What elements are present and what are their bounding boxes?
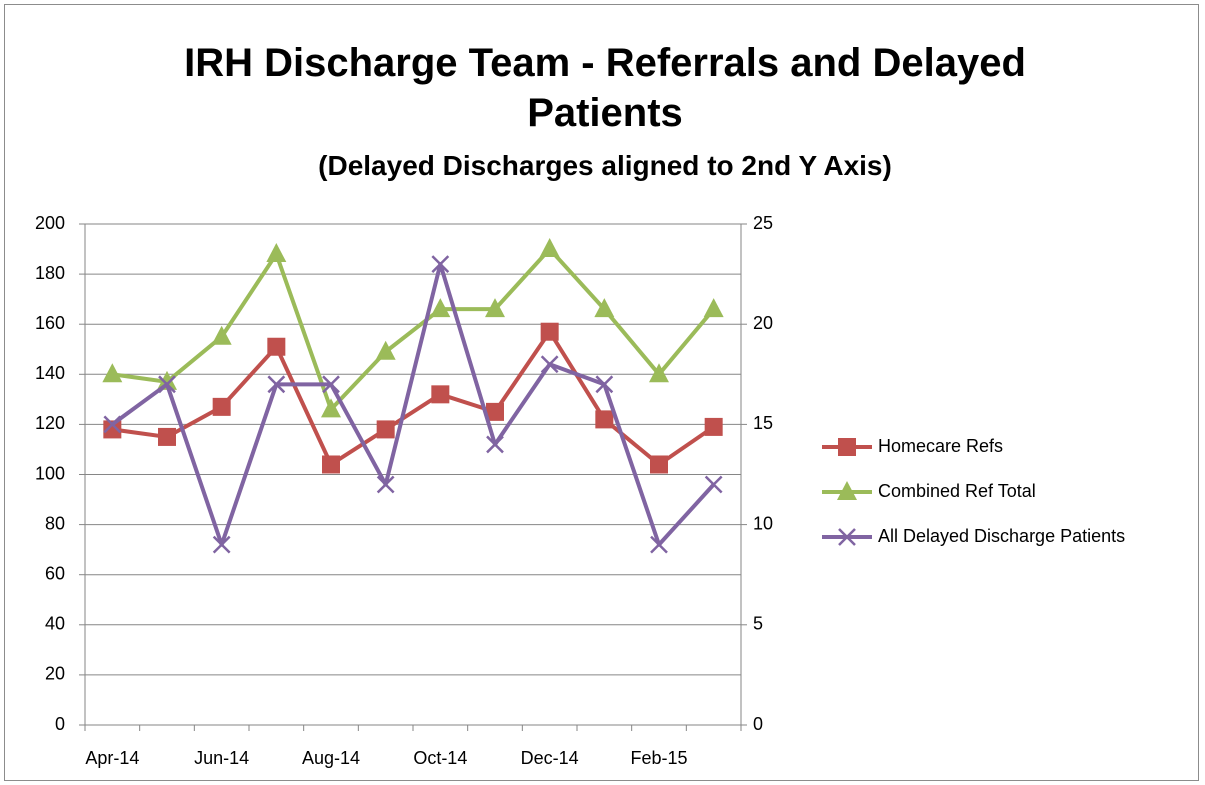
marker xyxy=(595,410,614,429)
marker xyxy=(838,528,856,546)
marker xyxy=(212,397,231,416)
series-line xyxy=(111,262,716,547)
marker xyxy=(212,535,231,554)
marker xyxy=(266,243,287,263)
marker xyxy=(650,455,668,474)
y-tick-label: 180 xyxy=(35,263,65,283)
marker xyxy=(102,363,123,383)
marker xyxy=(211,325,232,345)
marker xyxy=(376,475,395,494)
marker xyxy=(267,375,286,394)
x-tick-label: Dec-14 xyxy=(521,748,579,768)
y-tick-label: 40 xyxy=(45,614,65,634)
x-tick-label: Aug-14 xyxy=(302,748,360,768)
y2-tick-label: 25 xyxy=(753,213,773,233)
marker xyxy=(158,427,176,446)
marker xyxy=(650,535,668,554)
marker xyxy=(376,420,395,439)
marker xyxy=(103,415,122,434)
y2-tick-label: 10 xyxy=(753,513,773,533)
marker xyxy=(322,455,340,474)
y2-tick-label: 0 xyxy=(753,714,763,734)
marker xyxy=(157,370,177,390)
y2-tick-label: 5 xyxy=(753,614,763,634)
marker xyxy=(838,438,856,456)
x-tick-label: Oct-14 xyxy=(413,748,467,768)
marker xyxy=(837,481,857,500)
x-tick-label: Jun-14 xyxy=(194,748,249,768)
marker xyxy=(649,363,669,383)
marker xyxy=(322,375,340,394)
y-tick-label: 60 xyxy=(45,563,65,583)
legend-label: All Delayed Discharge Patients xyxy=(878,526,1125,546)
y-tick-label: 160 xyxy=(35,313,65,333)
chart-title: IRH Discharge Team - Referrals and Delay… xyxy=(184,41,1026,135)
y-tick-label: 100 xyxy=(35,463,65,483)
marker xyxy=(540,355,559,374)
series-line xyxy=(112,247,716,412)
y-tick-label: 140 xyxy=(35,363,65,383)
marker xyxy=(267,337,286,356)
marker xyxy=(375,340,396,360)
y-tick-label: 0 xyxy=(55,714,65,734)
marker xyxy=(594,298,615,318)
marker xyxy=(540,322,559,341)
series-line xyxy=(112,329,715,467)
marker xyxy=(704,417,723,436)
x-tick-label: Apr-14 xyxy=(85,748,139,768)
marker xyxy=(103,420,122,439)
marker xyxy=(485,298,505,318)
marker xyxy=(486,402,504,421)
y2-tick-label: 20 xyxy=(753,313,773,333)
y-tick-label: 80 xyxy=(45,513,65,533)
marker xyxy=(158,375,176,394)
marker xyxy=(486,435,504,454)
marker xyxy=(539,238,560,258)
marker xyxy=(430,298,451,318)
x-tick-label: Feb-15 xyxy=(630,748,687,768)
legend-label: Homecare Refs xyxy=(878,436,1003,456)
marker xyxy=(431,385,450,404)
marker xyxy=(703,298,724,318)
y-tick-label: 120 xyxy=(35,413,65,433)
y2-tick-label: 15 xyxy=(753,413,773,433)
chart-subtitle: (Delayed Discharges aligned to 2nd Y Axi… xyxy=(318,150,892,181)
marker xyxy=(595,375,614,394)
y-tick-label: 20 xyxy=(45,664,65,684)
chart-frame xyxy=(4,4,1199,781)
marker xyxy=(704,475,723,494)
y-tick-label: 200 xyxy=(35,213,65,233)
marker xyxy=(321,398,341,418)
legend-label: Combined Ref Total xyxy=(878,481,1036,501)
marker xyxy=(431,255,450,273)
